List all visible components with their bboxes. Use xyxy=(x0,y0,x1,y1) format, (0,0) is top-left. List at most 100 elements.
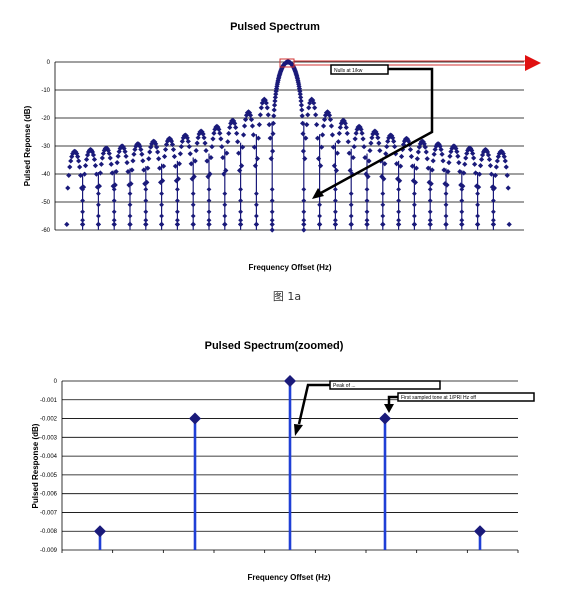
null-marker xyxy=(333,217,338,223)
null-marker xyxy=(443,202,449,208)
sidelobe-marker xyxy=(457,168,463,175)
stem-marker xyxy=(94,525,106,538)
sidelobe-marker xyxy=(391,138,397,144)
sidelobe-marker xyxy=(318,144,325,150)
sidelobe-marker xyxy=(302,156,308,162)
null-marker xyxy=(127,202,133,208)
chart1-title: Pulsed Spectrum xyxy=(230,21,320,33)
sidelobe-marker xyxy=(424,156,430,162)
sidelobe-marker xyxy=(382,161,388,167)
sidelobe-marker xyxy=(385,138,391,144)
sidelobe-marker xyxy=(78,172,84,178)
sidelobe-marker xyxy=(189,176,195,182)
sidelobe-marker xyxy=(460,183,466,189)
sidelobe-marker xyxy=(91,156,98,163)
main-lobe-marker xyxy=(298,98,304,104)
sidelobe-marker xyxy=(358,126,364,132)
null-marker xyxy=(80,187,85,192)
main-lobe-marker xyxy=(269,148,276,154)
sidelobe-marker xyxy=(400,141,407,148)
null-marker xyxy=(333,187,338,192)
sidelobe-marker xyxy=(506,221,512,227)
null-marker xyxy=(238,187,243,192)
null-marker xyxy=(222,213,228,219)
sidelobe-marker xyxy=(306,105,312,111)
main-lobe-marker xyxy=(271,113,277,119)
null-marker xyxy=(206,198,212,203)
null-marker xyxy=(143,187,149,192)
sidelobe-marker xyxy=(416,144,422,150)
sidelobe-marker xyxy=(480,149,487,155)
sidelobe-marker xyxy=(186,143,192,150)
sidelobe-marker xyxy=(478,156,485,163)
sidelobe-marker xyxy=(100,150,106,157)
y-tick-label: -0.006 xyxy=(40,492,58,498)
y-tick-label: 0 xyxy=(54,379,58,385)
sidelobe-marker xyxy=(307,100,313,106)
sidelobe-marker xyxy=(396,178,403,184)
sidelobe-marker xyxy=(264,105,270,111)
chart2-title: Pulsed Spectrum(zoomed) xyxy=(205,340,344,352)
null-marker xyxy=(317,202,322,208)
sidelobe-marker xyxy=(239,144,246,150)
sidelobe-marker xyxy=(173,178,180,184)
sidelobe-marker xyxy=(337,124,343,131)
null-marker xyxy=(380,202,386,208)
chart2-xlabel: Frequency Offset (Hz) xyxy=(247,573,330,582)
sidelobe-marker xyxy=(395,176,401,182)
sidelobe-marker xyxy=(445,168,451,175)
sidelobe-marker xyxy=(446,160,452,166)
sidelobe-marker xyxy=(500,151,506,157)
null-marker xyxy=(412,191,417,196)
sidelobe-marker xyxy=(210,136,216,142)
sidelobe-marker xyxy=(483,147,490,153)
sidelobe-marker xyxy=(313,112,319,118)
sidelobe-marker xyxy=(187,151,193,157)
sidelobe-marker xyxy=(238,163,245,169)
null-marker xyxy=(254,222,259,227)
chart1-ylabel: Pulsed Reponse (dB) xyxy=(23,105,32,186)
sidelobe-marker xyxy=(331,163,338,169)
sidelobe-marker xyxy=(368,140,374,146)
sidelobe-marker xyxy=(124,160,130,166)
null-marker xyxy=(317,222,322,227)
null-marker xyxy=(459,198,465,203)
sidelobe-marker xyxy=(449,145,455,152)
red-arrow-head xyxy=(525,55,541,71)
sidelobe-marker xyxy=(410,178,417,184)
sidelobe-marker xyxy=(330,144,337,150)
sidelobe-marker xyxy=(238,221,244,227)
sidelobe-marker xyxy=(223,167,229,174)
sidelobe-marker xyxy=(396,221,402,227)
main-lobe-marker xyxy=(270,120,276,126)
sidelobe-marker xyxy=(477,163,484,169)
chart1-xlabel: Frequency Offset (Hz) xyxy=(248,263,331,272)
sidelobe-marker xyxy=(469,147,475,153)
sidelobe-marker xyxy=(217,130,223,136)
y-tick-label: -0.001 xyxy=(40,398,58,404)
null-marker xyxy=(190,222,196,227)
sidelobe-marker xyxy=(145,165,151,171)
null-marker xyxy=(301,198,307,203)
sidelobe-marker xyxy=(390,135,396,141)
sidelobe-marker xyxy=(160,163,167,169)
sidelobe-marker xyxy=(92,163,99,169)
sidelobe-marker xyxy=(420,139,426,145)
sidelobe-marker xyxy=(192,158,198,164)
main-lobe-marker xyxy=(271,107,277,113)
null-marker xyxy=(427,187,433,192)
sidelobe-marker xyxy=(122,149,128,155)
peak-annotation-arrow xyxy=(297,383,330,425)
y-tick-label: -0.009 xyxy=(40,548,58,554)
sidelobe-marker xyxy=(65,185,71,191)
sidelobe-marker xyxy=(156,156,162,162)
sidelobe-marker xyxy=(248,116,255,123)
chart2-stems xyxy=(98,381,482,550)
pulsed-spectrum-chart: Pulsed Spectrum Frequency Offset (Hz) Pu… xyxy=(23,21,541,272)
sidelobe-marker xyxy=(471,155,477,161)
sidelobe-marker xyxy=(485,152,492,158)
sidelobe-marker xyxy=(68,158,74,164)
null-marker xyxy=(380,213,386,219)
sidelobe-marker xyxy=(463,155,469,161)
sidelobe-marker xyxy=(345,139,351,145)
